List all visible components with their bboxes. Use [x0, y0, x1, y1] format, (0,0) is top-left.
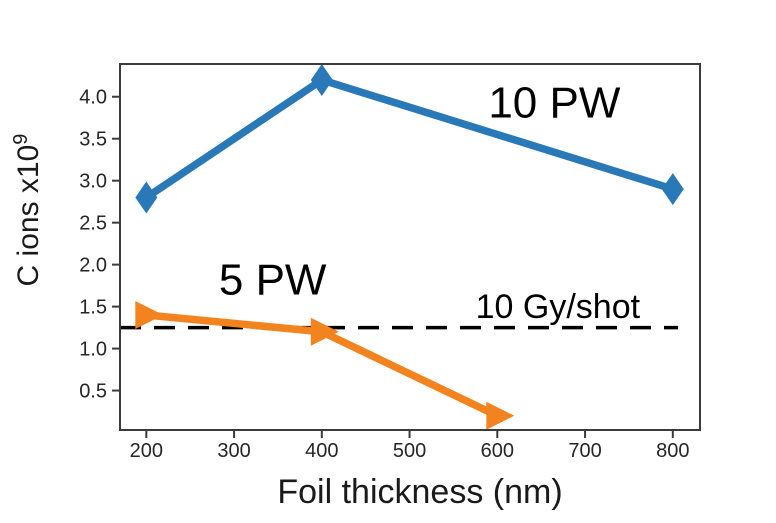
diamond-marker: [310, 63, 333, 96]
y-tick-label: 1.5: [79, 297, 107, 319]
triangle-right-marker: [135, 300, 164, 329]
annotation-10-pw: 10 PW: [488, 79, 621, 128]
x-tick-label: 500: [393, 440, 426, 462]
triangle-right-marker: [310, 317, 339, 346]
x-tick-label: 300: [217, 440, 250, 462]
y-tick-label: 3.5: [79, 129, 107, 151]
y-tick-label: 2.5: [79, 213, 107, 235]
x-tick-label: 200: [130, 440, 163, 462]
triangle-right-marker: [486, 401, 515, 430]
y-tick-label: 3.0: [79, 171, 107, 193]
y-tick-label: 4.0: [79, 87, 107, 109]
y-tick-label: 1.0: [79, 339, 107, 361]
y-tick-label: 0.5: [79, 381, 107, 403]
annotation-5-pw: 5 PW: [219, 256, 327, 305]
x-axis-label: Foil thickness (nm): [277, 473, 562, 511]
diamond-marker: [135, 181, 158, 214]
y-tick-label: 2.0: [79, 255, 107, 277]
x-tick-label: 800: [656, 440, 689, 462]
x-tick-label: 400: [305, 440, 338, 462]
annotation-10-gy-shot: 10 Gy/shot: [476, 288, 641, 326]
x-tick-label: 700: [568, 440, 601, 462]
y-axis-label: C ions x109: [10, 134, 45, 287]
x-tick-label: 600: [481, 440, 514, 462]
diamond-marker: [661, 173, 684, 206]
